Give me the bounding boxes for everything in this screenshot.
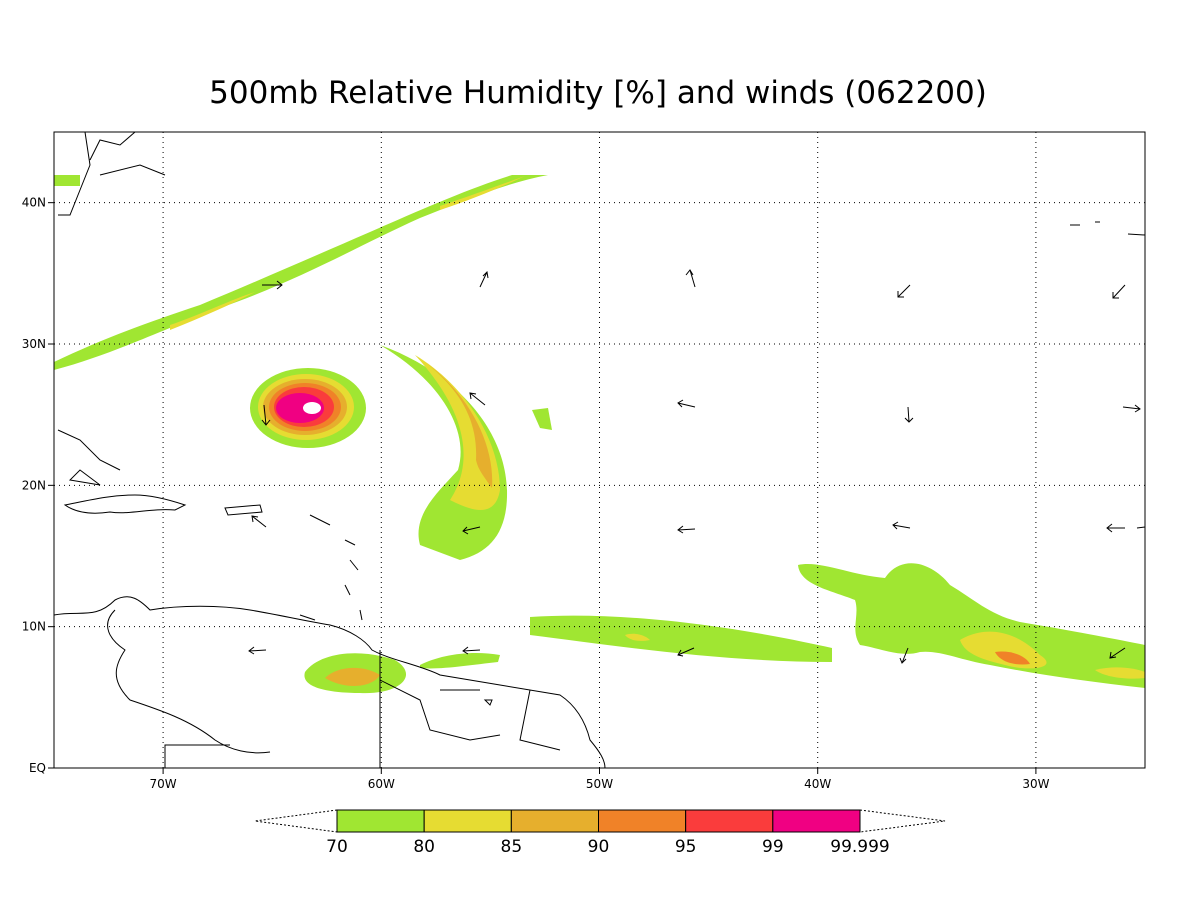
humidity-area: [420, 653, 500, 669]
wind-arrow: [899, 647, 909, 664]
colorbar-label: 95: [675, 837, 697, 857]
wind-arrow: [677, 525, 696, 534]
title: 500mb Relative Humidity [%] and winds (0…: [209, 75, 987, 111]
wind-arrow: [469, 392, 486, 406]
humidity-area: [54, 175, 80, 186]
coastlines: [53, 131, 1146, 769]
wind-arrow: [262, 280, 283, 290]
wind-arrow: [462, 526, 481, 535]
wind-arrow: [904, 406, 914, 423]
x-tick-label: 70W: [150, 777, 177, 791]
humidity-area: [995, 651, 1030, 665]
wind-arrow: [677, 647, 695, 657]
wind-arrow: [479, 270, 489, 288]
humidity-area: [415, 355, 500, 510]
wind-arrow: [1106, 523, 1146, 533]
colorbar-label: 70: [326, 837, 348, 857]
wind-arrow: [677, 399, 696, 408]
colorbar-extension: [254, 809, 946, 833]
humidity-area: [530, 615, 832, 662]
wind-arrow: [462, 646, 481, 655]
colorbar-label: 80: [413, 837, 435, 857]
humidity-area: [276, 393, 324, 423]
humidity-area: [532, 408, 552, 430]
colorbar-box: [336, 809, 425, 833]
hurricane-eye: [303, 402, 321, 414]
coastline: [58, 131, 166, 216]
colorbar: 70 80 85 90 95 99 99.999: [254, 809, 946, 857]
plot-frame: [53, 131, 1146, 769]
axes: 70W 60W 50W 40W 30W EQ 10N 20N 30N 40N: [22, 132, 1145, 791]
colorbar-box: [598, 809, 687, 833]
wind-arrow: [897, 284, 911, 298]
wind-arrows: [248, 269, 1146, 664]
y-tick-label: 10N: [22, 620, 46, 634]
humidity-area: [170, 292, 255, 330]
y-tick-label: EQ: [29, 761, 46, 775]
humidity-area: [440, 176, 525, 210]
colorbar-label: 90: [588, 837, 610, 857]
x-tick-label: 50W: [586, 777, 613, 791]
wind-arrow: [248, 646, 267, 655]
humidity-area: [425, 362, 493, 488]
humidity-area: [325, 667, 380, 686]
wind-arrow: [261, 404, 271, 426]
x-tick-label: 60W: [368, 777, 395, 791]
wind-arrow: [1122, 404, 1141, 413]
wind-arrow: [251, 515, 267, 528]
y-tick-label: 40N: [22, 196, 46, 210]
colorbar-box: [423, 809, 512, 833]
x-tick-label: 40W: [804, 777, 831, 791]
coastline: [53, 596, 606, 769]
humidity-field: [54, 175, 1145, 694]
humidity-area: [54, 175, 548, 370]
coastline: [299, 221, 1146, 706]
humidity-area: [625, 633, 650, 641]
colorbar-label: 85: [501, 837, 523, 857]
y-tick-label: 30N: [22, 337, 46, 351]
colorbar-label: 99: [762, 837, 784, 857]
wind-arrow: [1112, 284, 1126, 299]
wind-arrow: [1109, 647, 1126, 659]
humidity-area: [798, 563, 1145, 688]
colorbar-box: [510, 809, 600, 833]
colorbar-label: 99.999: [830, 837, 889, 857]
coastline: [57, 429, 263, 516]
colorbar-box: [685, 809, 774, 833]
wind-arrow: [685, 269, 696, 288]
x-tick-label: 30W: [1022, 777, 1049, 791]
y-tick-label: 20N: [22, 478, 46, 492]
wind-arrow: [892, 521, 911, 530]
colorbar-box: [772, 809, 861, 833]
humidity-area: [1095, 667, 1145, 679]
